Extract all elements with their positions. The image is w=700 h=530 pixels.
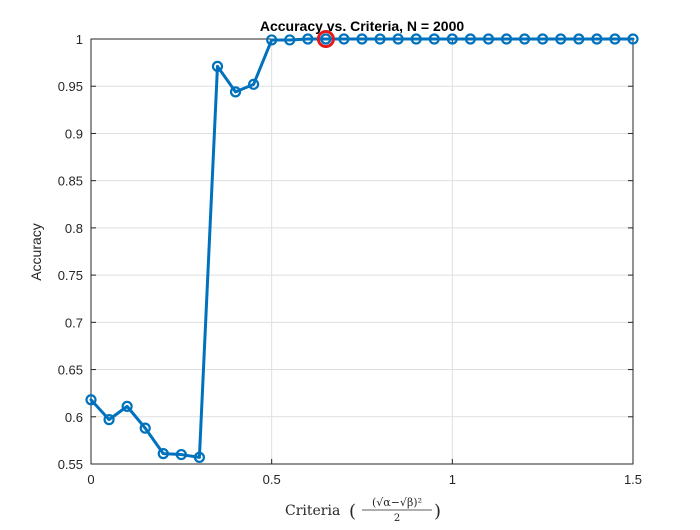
x-axis-label: Criteria ( (√α−√β)² 2 ) [285,496,441,524]
data-point-marker [627,33,639,45]
data-point-marker [356,33,368,45]
data-point-marker [338,33,350,45]
data-point-marker [157,448,169,460]
data-point-marker [229,86,242,98]
data-point-marker [537,33,549,45]
x-axis-label-open-paren: ( [349,501,356,522]
x-tick-label: 1 [449,472,456,487]
chart-title: Accuracy vs. Criteria, N = 2000 [260,18,465,34]
data-point-marker [446,33,458,45]
x-axis-label-formula-numerator: (√α−√β)² [372,496,422,509]
y-tick-label: 0.9 [65,126,83,141]
y-tick-label: 0.65 [58,363,83,378]
series-layer [85,33,639,463]
highlighted-point-marker [316,30,335,48]
x-axis-label-close-paren: ) [434,501,441,522]
y-tick-label: 0.6 [65,410,83,425]
data-point-marker [85,394,97,406]
plot-background [91,39,633,464]
y-tick-label: 0.75 [58,268,83,283]
data-point-marker [591,33,603,45]
data-point-marker [284,34,296,46]
data-point-marker [320,33,332,45]
data-point-marker [410,33,422,45]
data-point-marker [211,60,224,72]
y-tick-label: 0.7 [65,315,83,330]
data-point-marker [482,33,495,45]
data-point-marker [428,33,440,45]
y-axis-label: Accuracy [28,223,44,281]
data-point-marker [193,451,205,463]
y-tick-label: 0.95 [58,79,83,94]
data-point-marker [302,33,314,45]
data-point-marker [248,78,260,90]
x-tick-label: 0.5 [263,472,281,487]
data-point-marker [374,33,386,45]
data-point-marker [266,34,278,46]
series-line [89,37,635,459]
data-point-marker [464,33,476,45]
y-tick-label: 0.85 [58,174,83,189]
data-point-marker [175,448,187,461]
data-point-marker [518,33,531,45]
y-tick-label: 0.8 [65,221,83,236]
x-axis-label-formula-denominator: 2 [394,513,400,524]
y-tick-label: 1 [76,32,83,47]
y-tick-label: 0.55 [58,457,83,472]
data-point-marker [609,33,621,45]
data-point-marker [139,422,151,434]
data-point-marker [500,33,513,45]
x-axis-label-text: Criteria [285,503,340,519]
x-tick-label: 0 [87,472,94,487]
x-tick-label: 1.5 [624,472,642,487]
data-point-marker [573,33,585,45]
highlight-layer [316,30,335,48]
data-point-marker [103,414,115,426]
data-point-marker [392,33,404,45]
data-point-marker [121,400,133,412]
data-point-marker [555,33,567,45]
